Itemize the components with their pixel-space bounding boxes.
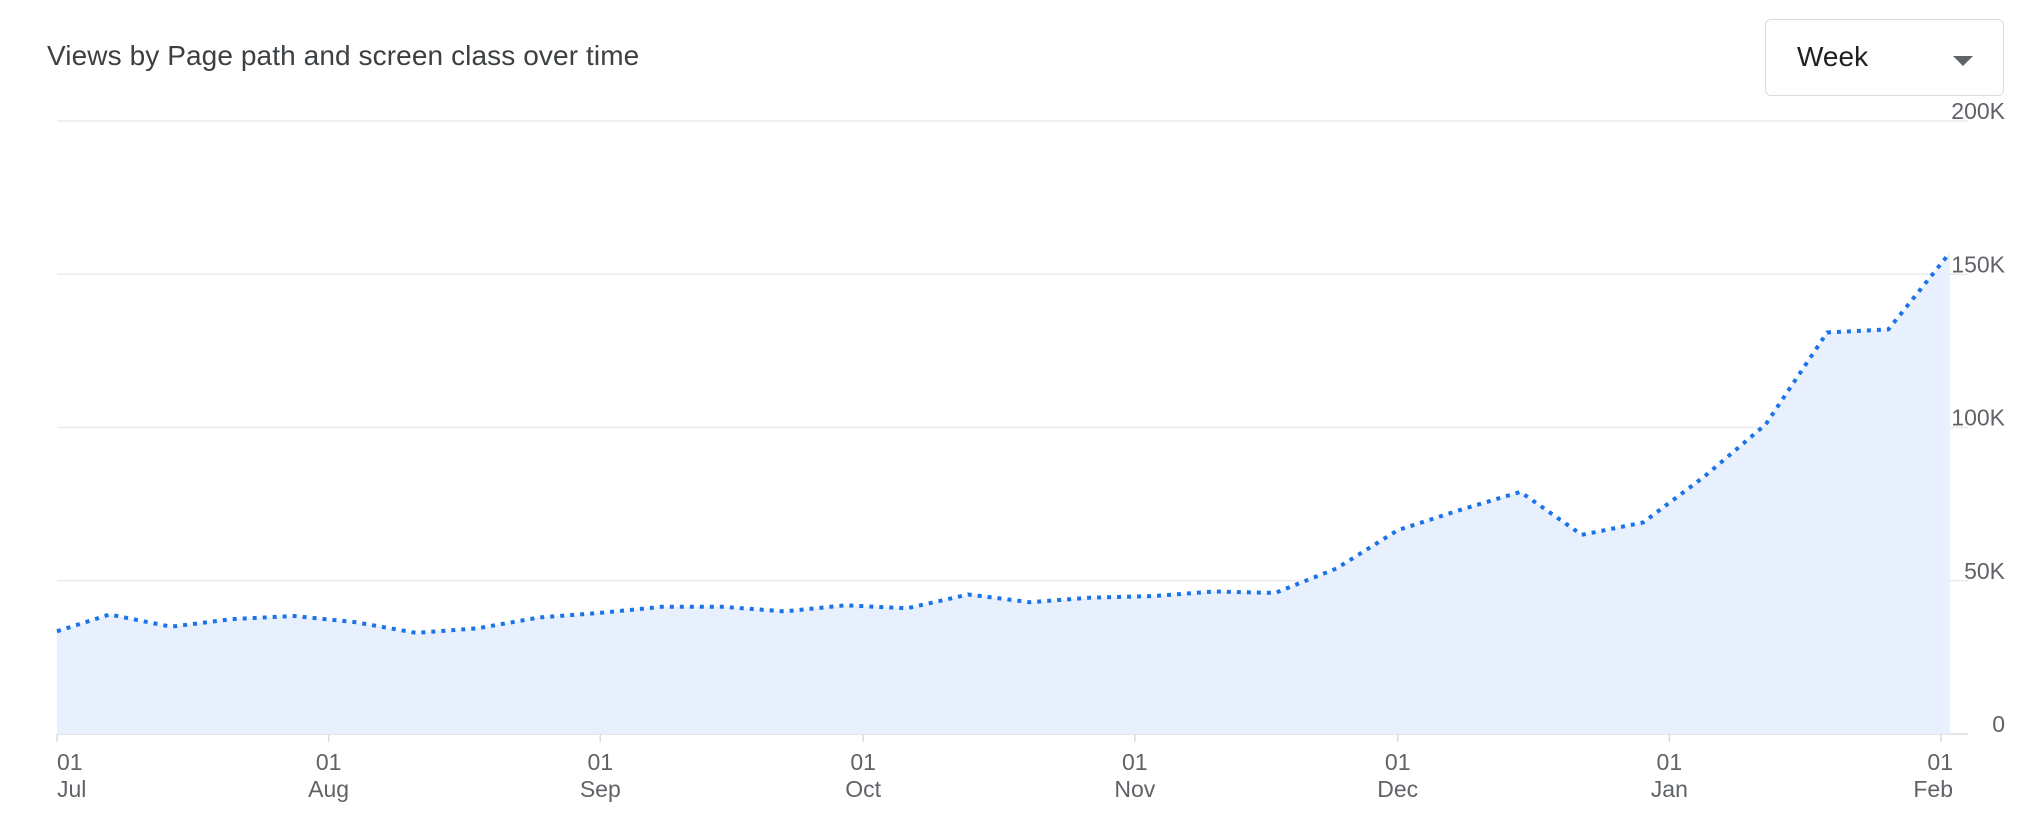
x-tick-month: Nov [1114,776,1155,802]
x-tick-month: Jan [1651,776,1688,802]
x-tick-day: 01 [1122,749,1148,775]
data-point[interactable] [843,602,849,608]
data-point[interactable] [352,619,358,625]
x-tick-day: 01 [316,749,342,775]
data-point[interactable] [1763,421,1769,427]
x-tick-month: Jul [57,776,86,802]
x-tick-month: Oct [845,776,881,802]
y-tick-label: 100K [1951,405,2005,431]
series-line [56,251,1952,635]
data-point[interactable] [54,628,60,634]
data-point[interactable] [597,610,603,616]
data-point[interactable] [965,592,971,598]
data-point[interactable] [291,613,297,619]
x-tick-day: 01 [850,749,876,775]
chart-title: Views by Page path and screen class over… [47,40,640,71]
data-point[interactable] [1027,599,1033,605]
x-tick-day: 01 [1927,749,1953,775]
data-point[interactable] [1885,326,1891,332]
data-point[interactable] [1211,588,1217,594]
data-point[interactable] [229,616,235,622]
y-tick-label: 50K [1964,558,2006,584]
x-tick-month: Dec [1377,776,1418,802]
y-tick-label: 150K [1951,251,2005,277]
x-tick-day: 01 [1385,749,1411,775]
data-point[interactable] [1701,474,1707,480]
period-select-value: Week [1797,41,1869,72]
data-point[interactable] [781,608,787,614]
x-tick-month: Sep [580,776,621,802]
x-tick-day: 01 [1657,749,1683,775]
data-point[interactable] [1517,489,1523,495]
data-point[interactable] [1456,507,1462,513]
data-point[interactable] [1333,565,1339,571]
data-point[interactable] [1149,593,1155,599]
data-point[interactable] [413,630,419,636]
period-select[interactable]: Week [1765,19,2004,96]
data-point[interactable] [720,604,726,610]
data-point[interactable] [1640,520,1646,526]
x-tick-month: Aug [308,776,349,802]
x-tick-day: 01 [587,749,613,775]
data-point[interactable] [659,604,665,610]
data-point[interactable] [1824,329,1830,335]
data-point[interactable] [1579,532,1585,538]
data-point[interactable] [536,615,542,621]
data-point[interactable] [168,624,174,630]
data-point[interactable] [475,625,481,631]
data-point[interactable] [904,605,910,611]
x-tick-month: Feb [1913,776,1953,802]
y-tick-label: 0 [1992,711,2005,737]
data-point[interactable] [1088,595,1094,601]
y-tick-label: 200K [1951,98,2005,124]
series-area [57,252,1950,735]
data-point[interactable] [107,611,113,617]
data-point[interactable] [1272,590,1278,596]
x-tick-day: 01 [57,749,83,775]
data-point[interactable] [1395,527,1401,533]
arrow-drop-down-icon [1953,56,1973,66]
